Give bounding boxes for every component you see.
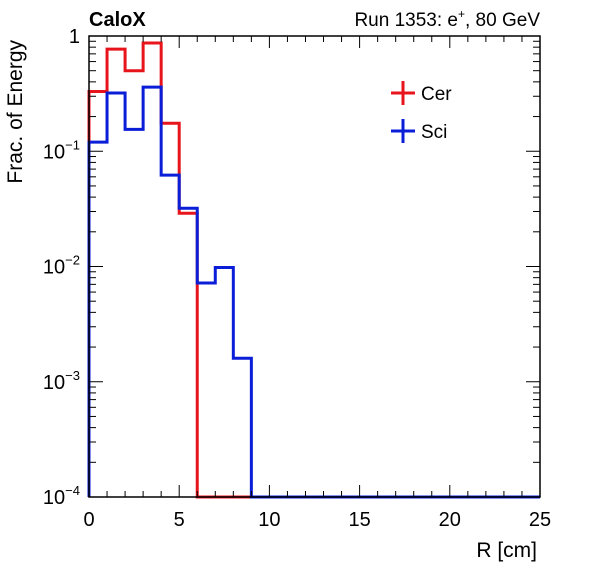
experiment-label: CaloX <box>89 9 146 31</box>
run-label-superscript: + <box>458 7 465 21</box>
y-axis-label: Frac. of Energy <box>4 40 27 184</box>
x-tick-label: 10 <box>258 509 280 531</box>
run-label: Run 1353: e+, 80 GeV <box>354 7 540 31</box>
x-axis-ticks: 0 5 10 15 20 25 <box>83 36 551 531</box>
x-tick-label: 25 <box>529 509 551 531</box>
x-tick-label: 20 <box>439 509 461 531</box>
run-label-prefix: Run 1353: e <box>354 10 458 31</box>
x-tick-label: 5 <box>174 509 185 531</box>
legend-label: Cer <box>421 84 452 105</box>
legend: Cer Sci <box>391 81 452 143</box>
y-tick-label: 10−4 <box>43 483 80 509</box>
legend-entry-cer: Cer <box>391 81 452 105</box>
y-tick-label: 10−1 <box>43 137 80 163</box>
x-axis-label: R [cm] <box>476 539 537 562</box>
x-tick-label: 15 <box>348 509 370 531</box>
y-tick-label: 10−3 <box>43 368 80 394</box>
x-tick-label: 0 <box>83 509 94 531</box>
legend-label: Sci <box>421 122 447 143</box>
legend-entry-sci: Sci <box>391 119 447 143</box>
y-tick-label: 10−2 <box>43 253 80 279</box>
y-tick-label: 1 <box>69 26 80 48</box>
run-label-suffix: , 80 GeV <box>465 10 540 31</box>
y-axis-ticks: 1 10−1 10−2 10−3 10−4 <box>43 26 540 509</box>
